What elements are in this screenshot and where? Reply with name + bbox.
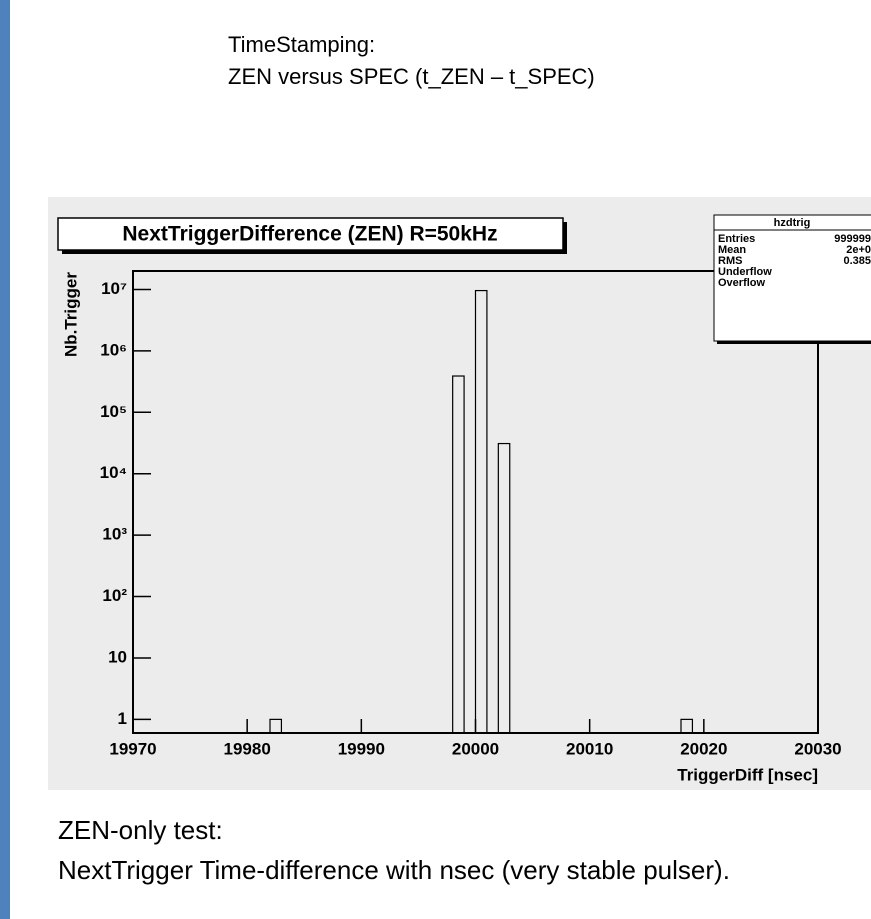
stats-key: Mean [718,244,746,256]
stats-value: 0.385 [843,255,871,267]
y-tick-label: 10² [102,586,127,605]
x-axis-label: TriggerDiff [nsec] [677,765,818,784]
x-tick-label: 19990 [338,739,385,758]
x-tick-label: 19980 [224,739,271,758]
title-box [57,217,564,251]
bar [269,718,283,734]
stats-key: Underflow [718,266,772,278]
chart-title: NextTriggerDifference (ZEN) R=50kHz [122,223,497,246]
caption: ZEN-only test: [58,815,223,845]
x-tick-label: 19970 [109,739,156,758]
bar [497,442,511,734]
stats-key: Entries [718,233,755,245]
stats-title: hzdtrig [774,217,811,229]
stats-box [713,214,871,342]
y-tick-label: 10⁵ [100,402,127,421]
stats-value: 2e+0 [846,244,871,256]
y-tick-label: 10⁶ [100,340,127,359]
caption: NextTrigger Time-difference with nsec (v… [58,855,730,885]
y-tick-label: 10 [108,647,127,666]
heading: ZEN versus SPEC (t_ZEN – t_SPEC) [228,64,595,89]
x-tick-label: 20030 [794,739,841,758]
x-tick-label: 20010 [566,739,613,758]
y-tick-label: 10⁴ [100,463,127,482]
y-axis-label: Nb.Trigger [61,272,80,357]
x-tick-label: 20000 [452,739,499,758]
stats-key: Overflow [718,277,766,289]
stats-value: 999999 [834,233,871,245]
x-tick-label: 20020 [680,739,727,758]
bar [474,289,488,734]
y-tick-label: 10³ [102,525,127,544]
heading: TimeStamping: [228,32,376,57]
bar [680,718,694,734]
stats-key: RMS [718,255,742,267]
y-tick-label: 10⁷ [101,279,127,298]
bar [452,375,465,734]
y-tick-label: 1 [118,709,127,728]
side-bar [0,0,10,919]
